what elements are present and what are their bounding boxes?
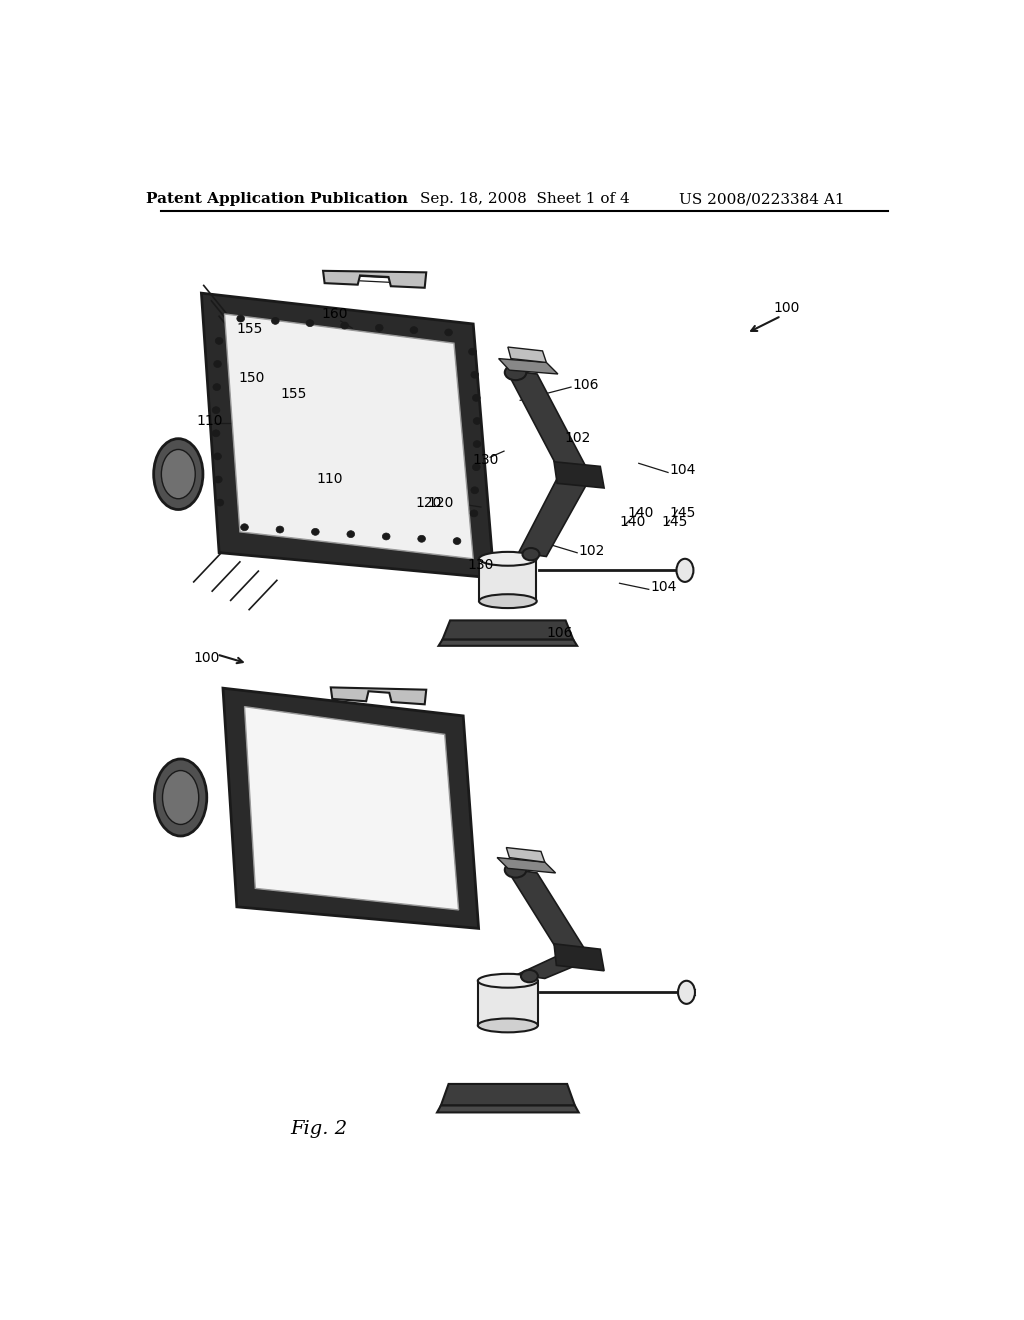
Ellipse shape [678, 981, 695, 1005]
Text: 100: 100 [194, 652, 220, 665]
Ellipse shape [473, 417, 481, 425]
Text: 110: 110 [196, 413, 222, 428]
Ellipse shape [306, 319, 313, 326]
Ellipse shape [470, 510, 478, 517]
Text: 150: 150 [239, 371, 265, 385]
Ellipse shape [271, 317, 280, 325]
Polygon shape [438, 640, 578, 645]
Text: 120: 120 [416, 496, 441, 510]
Ellipse shape [479, 552, 537, 566]
Polygon shape [517, 954, 591, 978]
Text: 155: 155 [281, 387, 307, 401]
Polygon shape [437, 1106, 579, 1113]
Ellipse shape [418, 536, 425, 543]
Text: Sep. 18, 2008  Sheet 1 of 4: Sep. 18, 2008 Sheet 1 of 4 [420, 191, 630, 206]
Text: 140: 140 [628, 506, 653, 520]
Ellipse shape [212, 407, 220, 413]
Ellipse shape [214, 477, 222, 483]
Text: US 2008/0223384 A1: US 2008/0223384 A1 [679, 191, 845, 206]
Ellipse shape [215, 338, 223, 345]
Ellipse shape [216, 499, 223, 506]
Text: 130: 130 [472, 453, 499, 467]
Polygon shape [497, 858, 556, 873]
Text: 160: 160 [322, 308, 348, 321]
Ellipse shape [454, 537, 461, 545]
Ellipse shape [276, 527, 284, 533]
Polygon shape [202, 293, 494, 578]
Polygon shape [506, 847, 545, 862]
Polygon shape [223, 688, 478, 928]
Text: 130: 130 [467, 558, 494, 572]
Polygon shape [442, 620, 573, 640]
Polygon shape [441, 1084, 574, 1106]
Text: 145: 145 [670, 506, 696, 520]
Ellipse shape [410, 326, 418, 334]
Ellipse shape [471, 371, 478, 379]
Ellipse shape [155, 759, 207, 836]
Polygon shape [323, 271, 426, 288]
Ellipse shape [341, 322, 348, 329]
Ellipse shape [311, 528, 319, 536]
Ellipse shape [521, 970, 538, 982]
Polygon shape [478, 981, 538, 1026]
Text: 100: 100 [773, 301, 800, 314]
Ellipse shape [478, 1019, 538, 1032]
Ellipse shape [162, 450, 196, 499]
Polygon shape [224, 314, 473, 558]
Ellipse shape [376, 325, 383, 331]
Text: 145: 145 [662, 515, 688, 529]
Ellipse shape [213, 384, 220, 391]
Polygon shape [518, 473, 591, 557]
Ellipse shape [237, 315, 245, 322]
Text: 155: 155 [237, 322, 263, 337]
Ellipse shape [505, 862, 526, 878]
Ellipse shape [472, 463, 480, 471]
Ellipse shape [479, 594, 537, 609]
Polygon shape [506, 869, 591, 960]
Ellipse shape [241, 524, 249, 531]
Ellipse shape [154, 438, 203, 510]
Ellipse shape [522, 548, 540, 560]
Text: 140: 140 [620, 515, 646, 529]
Polygon shape [245, 706, 459, 909]
Polygon shape [554, 462, 604, 488]
Ellipse shape [214, 360, 221, 367]
Text: 102: 102 [579, 544, 605, 558]
Polygon shape [479, 558, 537, 601]
Text: Fig. 2: Fig. 2 [291, 1121, 348, 1138]
Ellipse shape [471, 487, 478, 494]
Text: Patent Application Publication: Patent Application Publication [145, 191, 408, 206]
Polygon shape [508, 347, 547, 363]
Text: 106: 106 [547, 626, 572, 640]
Text: 120: 120 [427, 496, 454, 510]
Ellipse shape [677, 558, 693, 582]
Polygon shape [331, 688, 426, 705]
Ellipse shape [212, 430, 220, 437]
Ellipse shape [505, 364, 526, 380]
Ellipse shape [469, 348, 476, 355]
Polygon shape [499, 359, 558, 374]
Ellipse shape [214, 453, 221, 459]
Ellipse shape [347, 531, 354, 537]
Ellipse shape [473, 441, 481, 447]
Text: 104: 104 [650, 581, 677, 594]
Ellipse shape [472, 395, 480, 401]
Ellipse shape [478, 974, 538, 987]
Text: 106: 106 [572, 378, 599, 392]
Ellipse shape [444, 329, 453, 335]
Text: Fig. 1: Fig. 1 [341, 741, 397, 759]
Polygon shape [554, 944, 604, 970]
Ellipse shape [163, 771, 199, 825]
Text: 110: 110 [316, 471, 343, 486]
Ellipse shape [382, 533, 390, 540]
Text: 104: 104 [670, 463, 696, 478]
Polygon shape [506, 370, 591, 477]
Text: 102: 102 [564, 430, 591, 445]
